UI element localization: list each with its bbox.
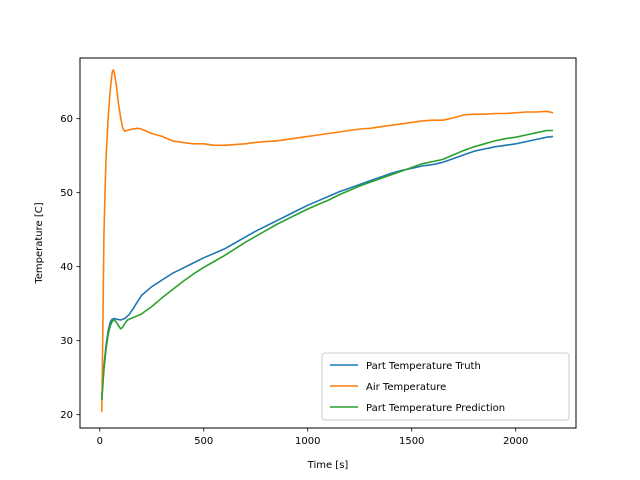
series-layer bbox=[101, 69, 554, 412]
y-tick-label: 20 bbox=[60, 410, 73, 421]
x-tick-label: 0 bbox=[97, 436, 103, 447]
y-tick-label: 40 bbox=[60, 262, 73, 273]
series-line-3 bbox=[101, 129, 554, 400]
legend: Part Temperature Truth Air Temperature Par… bbox=[321, 352, 570, 421]
y-tick-label: 50 bbox=[60, 188, 73, 199]
y-axis: 20 30 40 50 60 bbox=[60, 114, 80, 421]
x-tick-label: 1500 bbox=[399, 436, 424, 447]
x-tick-label: 1000 bbox=[295, 436, 320, 447]
y-axis-label: Temperature [C] bbox=[34, 202, 45, 284]
axes-frame bbox=[79, 57, 577, 429]
y-tick-label: 30 bbox=[60, 336, 73, 347]
x-tick-label: 2000 bbox=[503, 436, 528, 447]
series-line-1 bbox=[101, 135, 554, 398]
legend-entry: Part Temperature Truth bbox=[366, 361, 481, 372]
x-axis: 0 500 1000 1500 2000 bbox=[97, 428, 528, 447]
legend-entry: Air Temperature bbox=[366, 382, 446, 393]
x-axis-label: Time [s] bbox=[307, 460, 349, 471]
legend-box bbox=[321, 352, 570, 421]
x-tick-label: 500 bbox=[194, 436, 213, 447]
y-tick-label: 60 bbox=[60, 114, 73, 125]
legend-entry: Part Temperature Prediction bbox=[366, 403, 505, 414]
series-line-2 bbox=[101, 69, 554, 412]
